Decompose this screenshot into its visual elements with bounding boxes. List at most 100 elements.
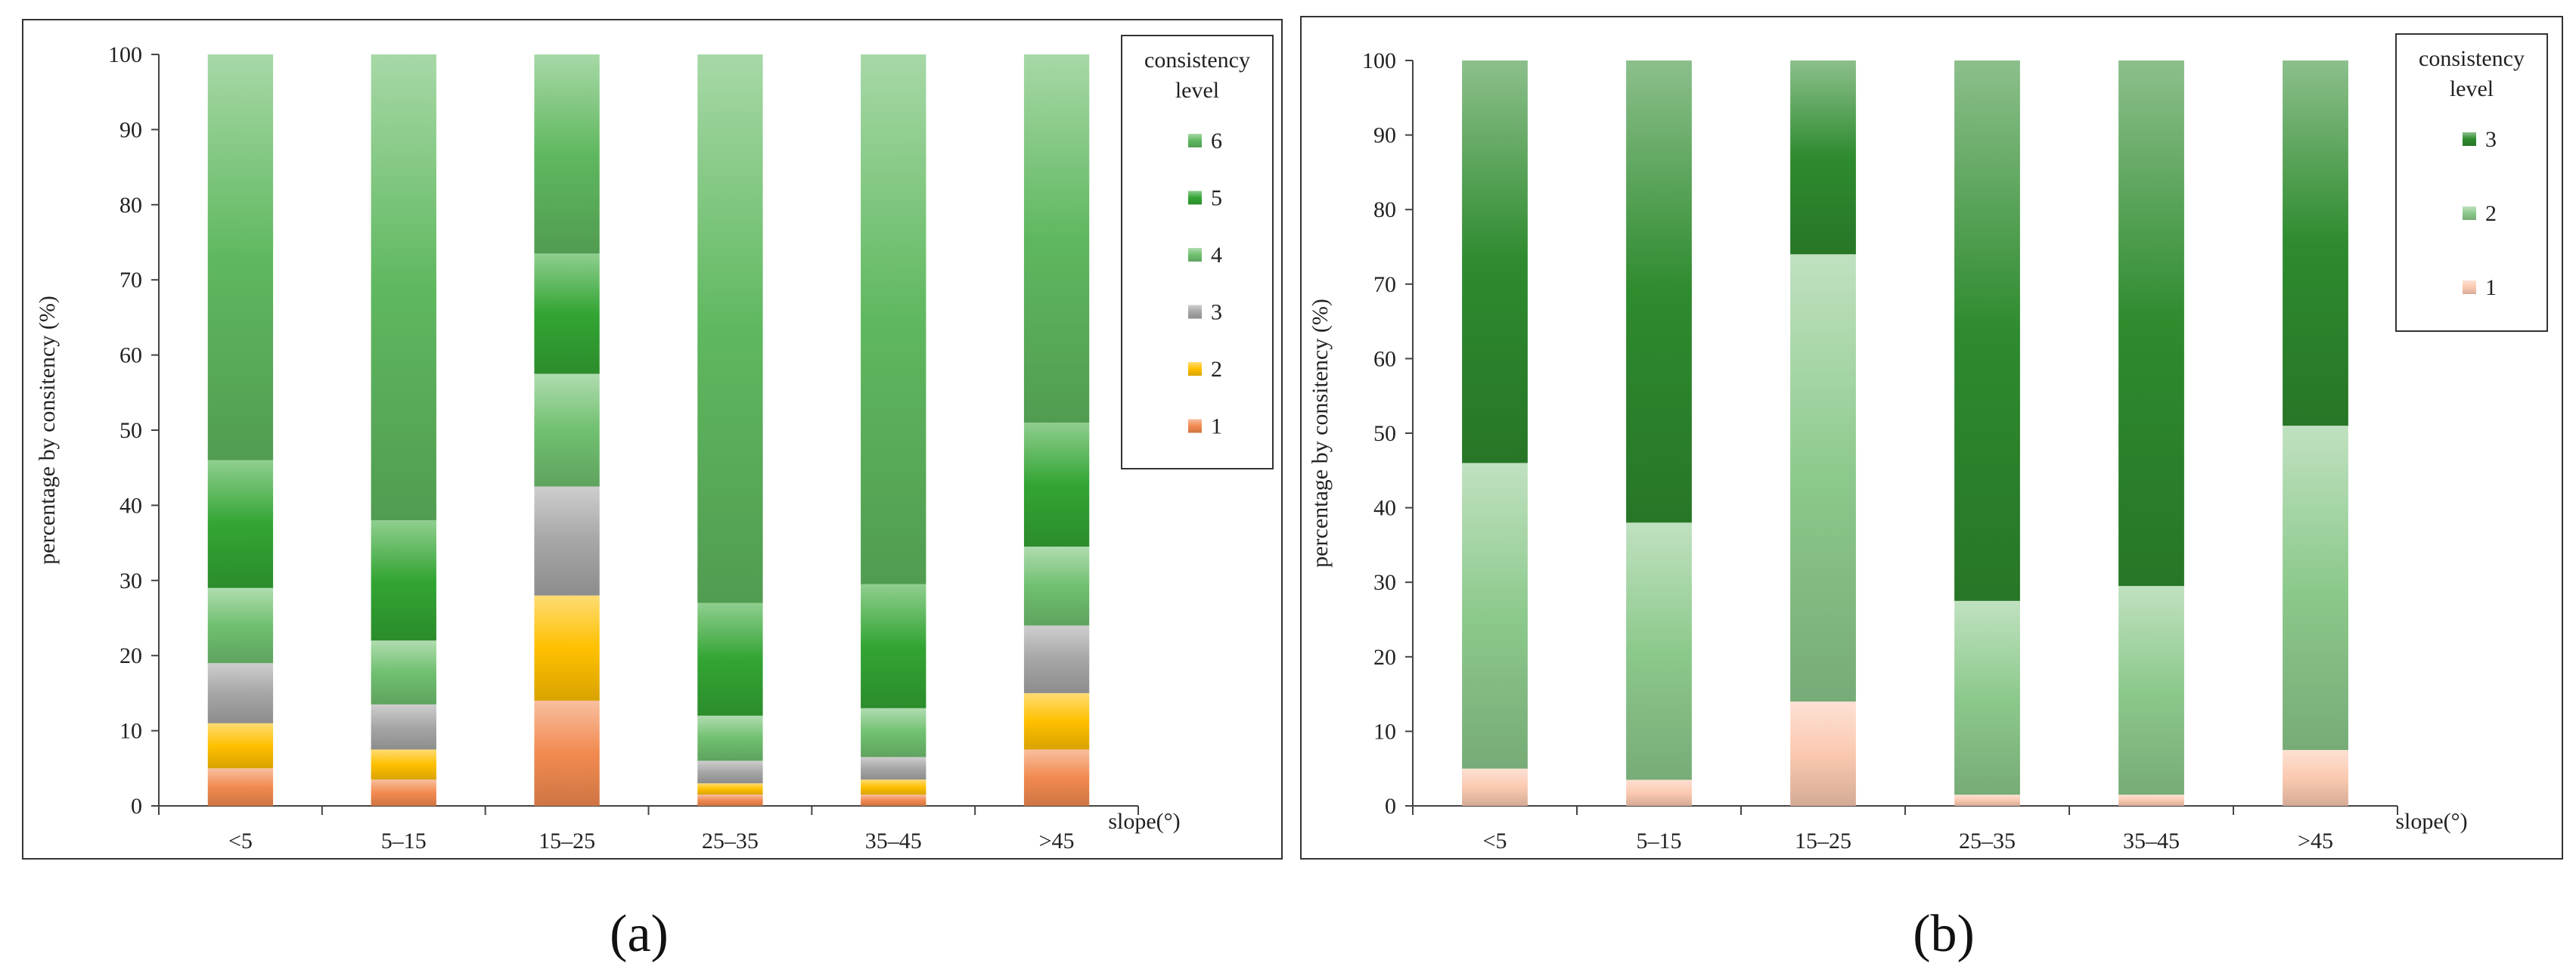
bar-segment-level-1	[697, 795, 763, 806]
x-tick-label: >45	[1039, 829, 1075, 854]
legend-title-line2: level	[2450, 76, 2494, 101]
bar-segment-level-2	[2118, 586, 2184, 795]
legend-swatch-level-1	[2463, 280, 2476, 294]
y-tick-label: 40	[119, 493, 142, 518]
bar-segment-level-2	[1023, 692, 1090, 750]
bar-segment-level-3	[2118, 60, 2184, 587]
y-tick-label: 30	[119, 569, 142, 593]
bar-segment-level-6	[861, 54, 926, 584]
legend-swatch-level-1	[1188, 419, 1202, 433]
panel-frame	[1300, 16, 2563, 860]
legend-label-level-6: 6	[1211, 129, 1222, 153]
x-tick-label: 25–35	[702, 829, 759, 854]
bar-segment-level-3	[534, 486, 600, 596]
y-tick-label: 60	[119, 343, 142, 368]
x-tick-label: <5	[228, 829, 253, 854]
panel-label: (b)	[1913, 905, 1975, 963]
bar-segment-level-2	[1954, 600, 2020, 795]
legend-label-level-5: 5	[1211, 186, 1222, 211]
bar-segment-level-4	[371, 640, 436, 705]
y-tick-label: 30	[1373, 570, 1396, 595]
bar-segment-level-1	[1626, 779, 1692, 806]
bar-segment-level-5	[697, 603, 763, 716]
legend-swatch-level-3	[2463, 132, 2476, 146]
bar-segment-level-5	[371, 520, 436, 641]
panel-label: (a)	[610, 905, 669, 963]
panel-frame	[22, 19, 1283, 860]
bar-segment-level-5	[207, 460, 274, 588]
bar-segment-level-3	[861, 757, 926, 780]
bar-segment-level-2	[697, 783, 763, 795]
y-tick-label: 10	[119, 719, 142, 744]
y-tick-label: 70	[1373, 272, 1396, 297]
y-axis-title: percentage by consitency (%)	[1308, 299, 1333, 568]
bar-segment-level-6	[1023, 54, 1090, 423]
bar-segment-level-5	[1023, 423, 1090, 547]
bar-segment-level-3	[371, 704, 436, 750]
bar-segment-level-5	[861, 584, 926, 708]
y-tick-label: 90	[119, 117, 142, 142]
bar-segment-level-2	[1790, 254, 1856, 702]
bar-segment-level-1	[1023, 749, 1090, 806]
x-tick-label: 5–15	[381, 829, 427, 854]
bar-segment-level-2	[207, 723, 274, 769]
legend-label-level-2: 2	[1211, 357, 1222, 382]
x-axis-title: slope(°)	[1108, 809, 1180, 834]
bar-segment-level-3	[1023, 625, 1090, 693]
bar-segment-level-3	[2283, 60, 2348, 426]
chart-panel-b: 0 10 20 30 40 50 60 70 80 90 100 <5 5–15 15–25 25–35 35…	[1300, 16, 2563, 963]
bar-segment-level-2	[371, 749, 436, 780]
bar-segment-level-2	[861, 779, 926, 795]
x-tick-label: 15–25	[1795, 829, 1851, 854]
bar-segment-level-3	[697, 761, 763, 784]
y-tick-label: 80	[1373, 197, 1396, 222]
y-tick-label: 100	[1362, 48, 1396, 73]
legend-swatch-level-2	[2463, 206, 2476, 220]
bar-segment-level-1	[534, 700, 600, 806]
bar-segment-level-4	[861, 708, 926, 757]
y-tick-label: 0	[1385, 794, 1396, 819]
bar-segment-level-1	[1462, 768, 1528, 806]
legend-swatch-level-2	[1188, 362, 1202, 376]
legend-swatch-level-4	[1188, 248, 1202, 262]
x-tick-label: 5–15	[1637, 829, 1682, 854]
legend-swatch-level-6	[1188, 134, 1202, 147]
bar-segment-level-6	[534, 54, 600, 254]
y-tick-label: 80	[119, 193, 142, 218]
legend-label-level-1: 1	[2485, 275, 2497, 300]
bar-segment-level-1	[207, 768, 274, 806]
bar-segment-level-4	[1023, 547, 1090, 626]
bar-segment-level-3	[1954, 60, 2020, 601]
bar-segment-level-4	[697, 715, 763, 761]
bar-segment-level-1	[2283, 750, 2348, 806]
x-axis-title: slope(°)	[2395, 809, 2467, 834]
y-tick-label: 70	[119, 268, 142, 293]
bar-segment-level-1	[861, 795, 926, 806]
legend-label-level-3: 3	[2485, 127, 2497, 152]
bar-segment-level-3	[1790, 60, 1856, 255]
y-tick-label: 0	[131, 794, 142, 819]
x-tick-label: <5	[1483, 829, 1507, 854]
bar-segment-level-2	[1462, 463, 1528, 769]
legend-title-line1: consistency	[1144, 48, 1250, 73]
bar-segment-level-1	[1790, 701, 1856, 806]
legend-label-level-3: 3	[1211, 300, 1222, 325]
bar-segment-level-2	[534, 595, 600, 701]
bar-segment-level-3	[1626, 60, 1692, 523]
bar-segment-level-4	[207, 587, 274, 664]
bar-segment-level-1	[1954, 795, 2020, 806]
legend-title-line1: consistency	[2419, 46, 2525, 71]
y-tick-label: 10	[1373, 719, 1396, 744]
bar-segment-level-2	[1626, 522, 1692, 780]
x-tick-label: 15–25	[538, 829, 595, 854]
bar-segment-level-5	[534, 253, 600, 374]
y-tick-label: 90	[1373, 123, 1396, 148]
bar-segment-level-6	[697, 54, 763, 603]
legend-label-level-2: 2	[2485, 201, 2497, 226]
legend-title-line2: level	[1175, 78, 1219, 103]
y-tick-label: 50	[119, 418, 142, 443]
bar-segment-level-6	[371, 54, 436, 521]
x-tick-label: 25–35	[1959, 829, 2016, 854]
